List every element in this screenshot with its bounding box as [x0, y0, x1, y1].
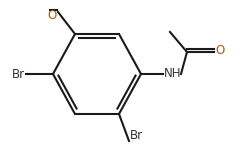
Text: NH: NH [164, 67, 182, 79]
Text: O: O [215, 44, 224, 57]
Text: Br: Br [130, 129, 143, 142]
Text: Br: Br [12, 67, 25, 81]
Text: O: O [48, 9, 57, 22]
